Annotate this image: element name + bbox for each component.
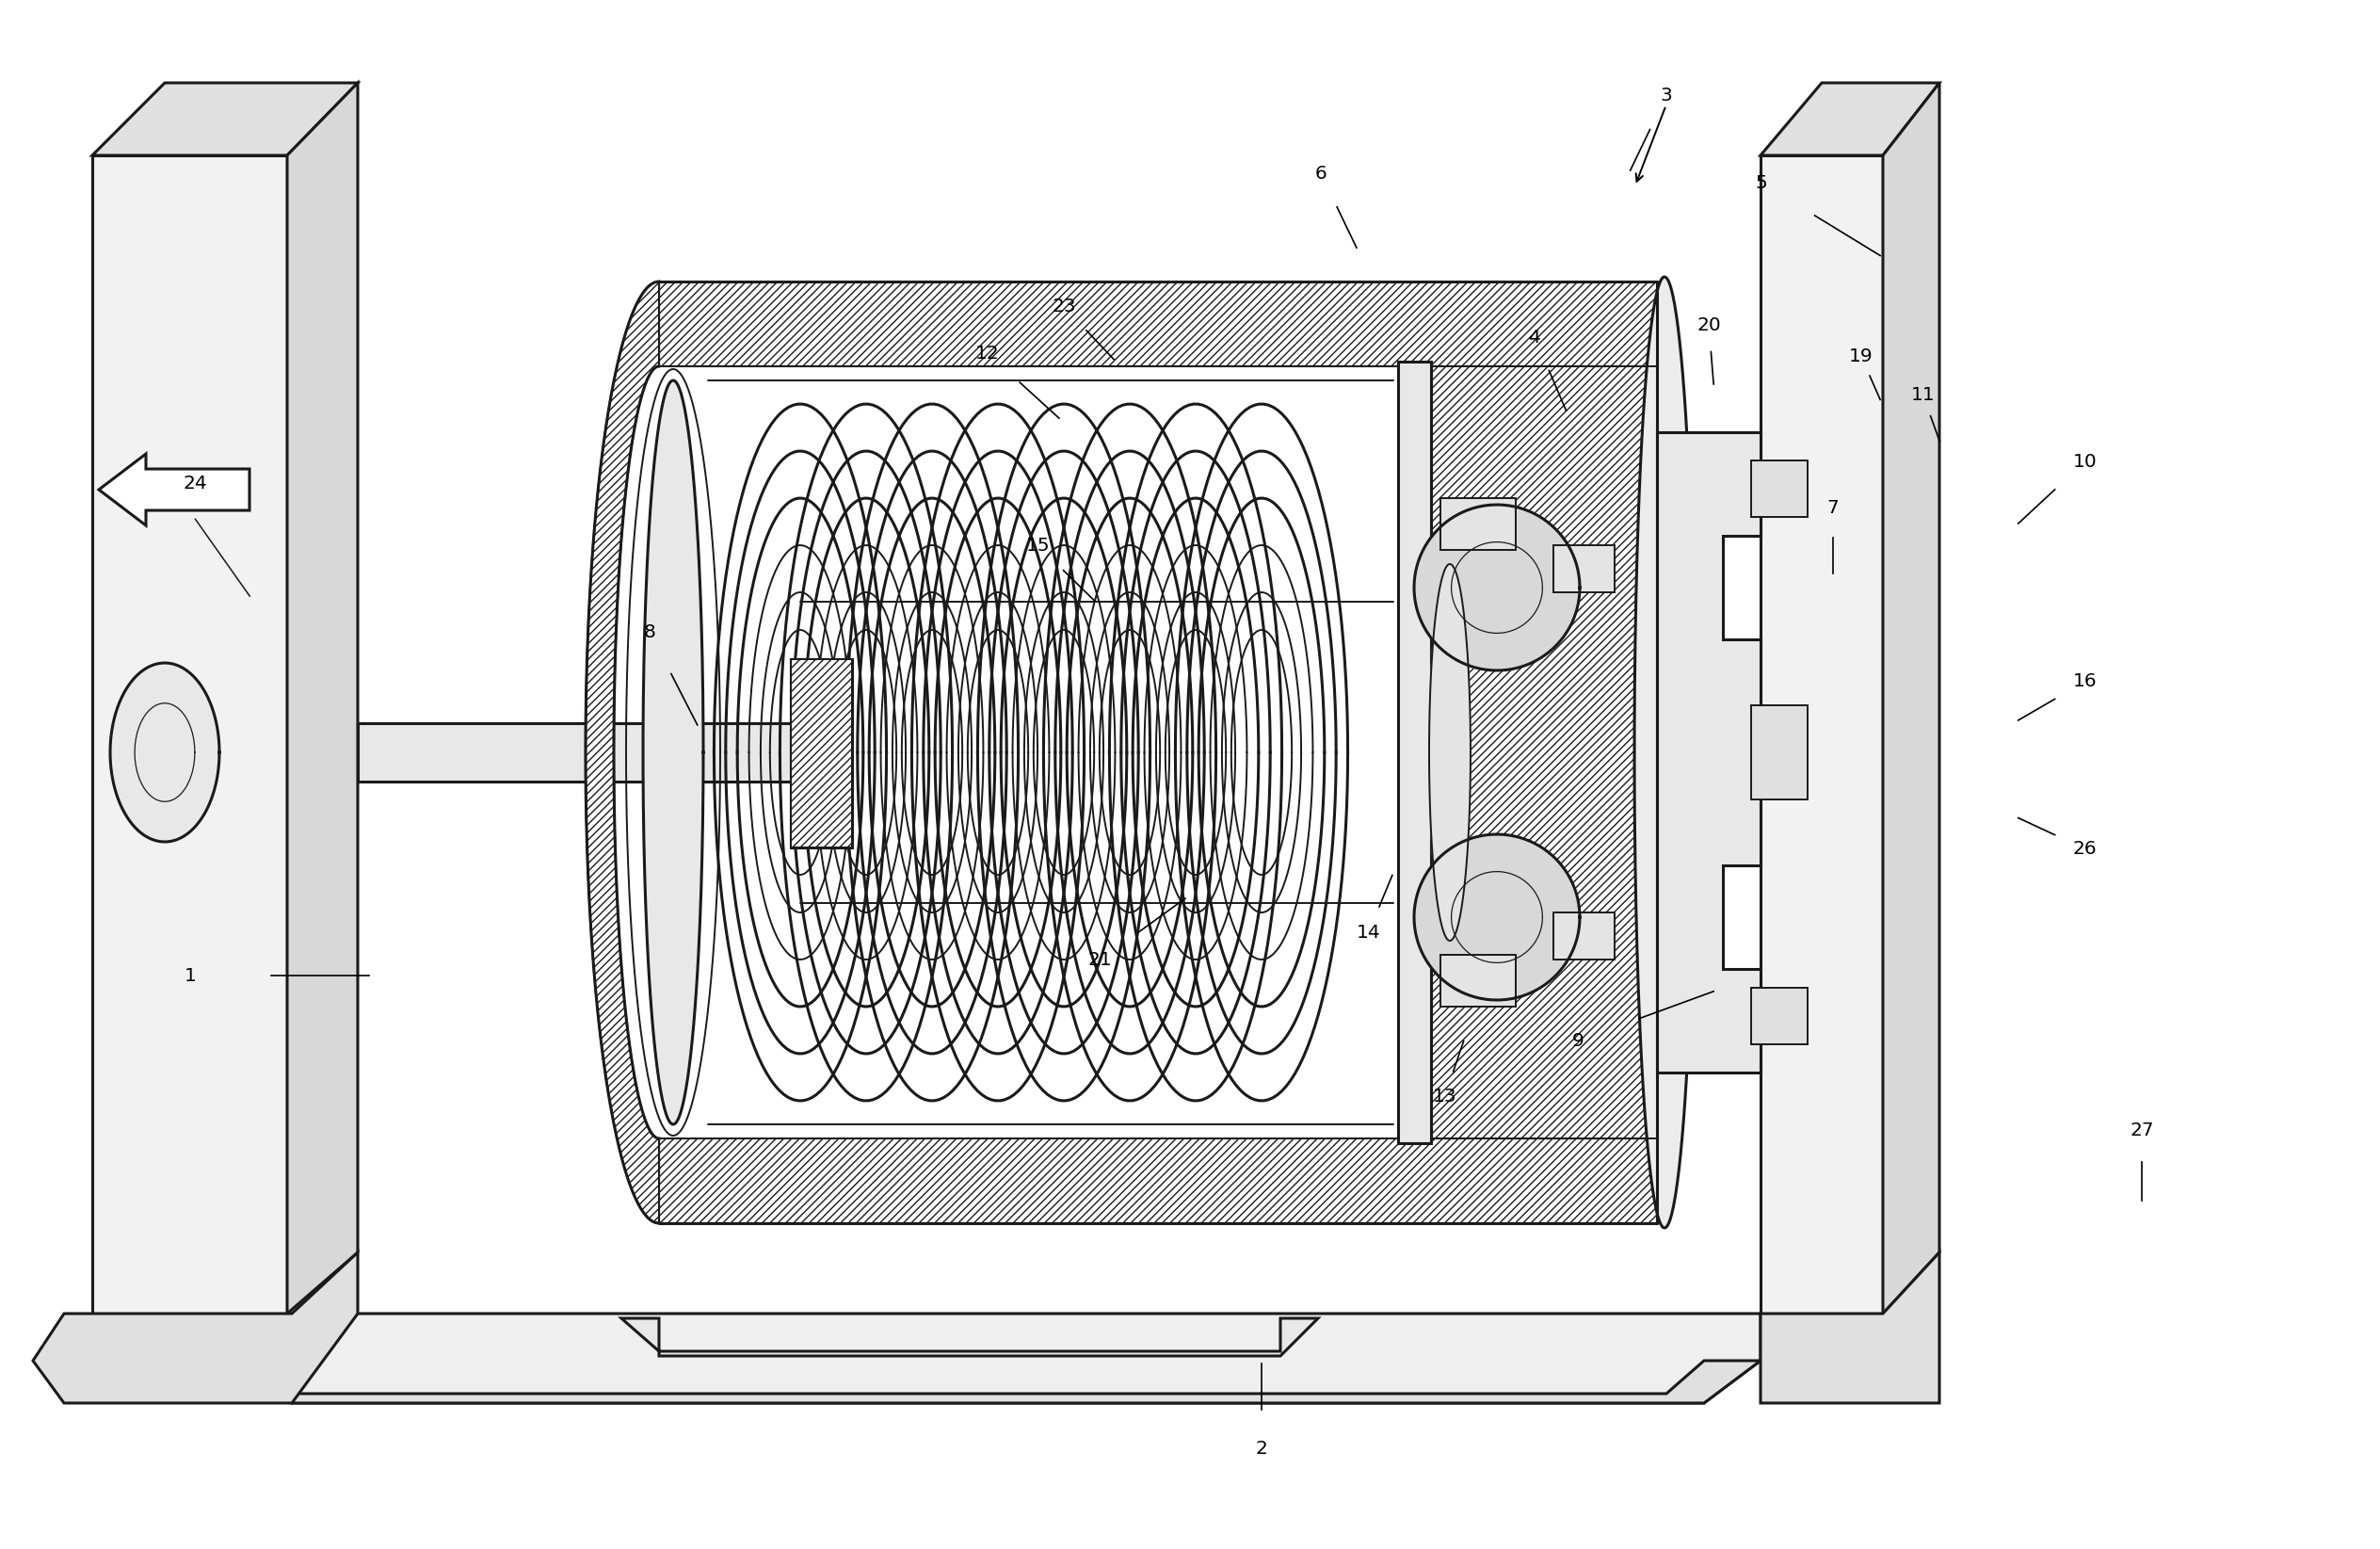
Text: 3: 3 — [1659, 87, 1673, 105]
Polygon shape — [1635, 277, 1695, 1228]
Polygon shape — [288, 82, 357, 1314]
Polygon shape — [1414, 835, 1580, 1001]
Polygon shape — [1428, 564, 1471, 940]
Polygon shape — [236, 1314, 1761, 1403]
Text: 2: 2 — [1254, 1439, 1269, 1458]
Polygon shape — [236, 1360, 1761, 1403]
Bar — [1752, 460, 1806, 517]
Bar — [1752, 705, 1806, 799]
Polygon shape — [1402, 366, 1656, 1139]
Text: 4: 4 — [1528, 328, 1542, 347]
Bar — [1554, 545, 1614, 592]
Polygon shape — [643, 381, 702, 1125]
Text: 13: 13 — [1433, 1087, 1457, 1106]
Polygon shape — [585, 282, 659, 1224]
Polygon shape — [1761, 155, 1883, 1314]
Text: 8: 8 — [643, 623, 657, 641]
Bar — [1440, 954, 1516, 1007]
Text: 19: 19 — [1849, 347, 1873, 366]
Text: 20: 20 — [1697, 316, 1721, 335]
Polygon shape — [357, 723, 828, 782]
Polygon shape — [1414, 505, 1580, 671]
Polygon shape — [659, 1139, 1656, 1224]
Text: 15: 15 — [1026, 536, 1050, 555]
Text: 10: 10 — [2073, 452, 2097, 471]
Polygon shape — [1883, 82, 1940, 1314]
Bar — [1554, 912, 1614, 959]
Text: 12: 12 — [976, 344, 1000, 362]
Text: 6: 6 — [1314, 164, 1328, 183]
Polygon shape — [1761, 82, 1940, 155]
Text: 16: 16 — [2073, 672, 2097, 691]
Text: 27: 27 — [2130, 1121, 2154, 1140]
Polygon shape — [1761, 1253, 1940, 1403]
Text: 21: 21 — [1088, 951, 1111, 970]
Text: 26: 26 — [2073, 840, 2097, 858]
Polygon shape — [621, 1318, 1319, 1355]
Text: 7: 7 — [1825, 499, 1840, 517]
Text: 5: 5 — [1754, 173, 1768, 192]
Polygon shape — [790, 660, 852, 847]
Text: 23: 23 — [1052, 297, 1076, 316]
Text: 1: 1 — [183, 967, 198, 985]
Polygon shape — [790, 660, 852, 847]
Polygon shape — [33, 1253, 357, 1403]
Text: 9: 9 — [1571, 1032, 1585, 1050]
Polygon shape — [1656, 432, 1761, 1072]
Text: 11: 11 — [1911, 386, 1935, 404]
Polygon shape — [93, 82, 357, 155]
Polygon shape — [93, 155, 288, 1314]
Polygon shape — [659, 282, 1656, 366]
Bar — [1440, 499, 1516, 550]
Text: 24: 24 — [183, 474, 207, 493]
Polygon shape — [109, 663, 219, 841]
Text: 14: 14 — [1357, 923, 1380, 942]
Polygon shape — [1397, 361, 1430, 1143]
Polygon shape — [100, 454, 250, 525]
Bar — [1752, 988, 1806, 1044]
